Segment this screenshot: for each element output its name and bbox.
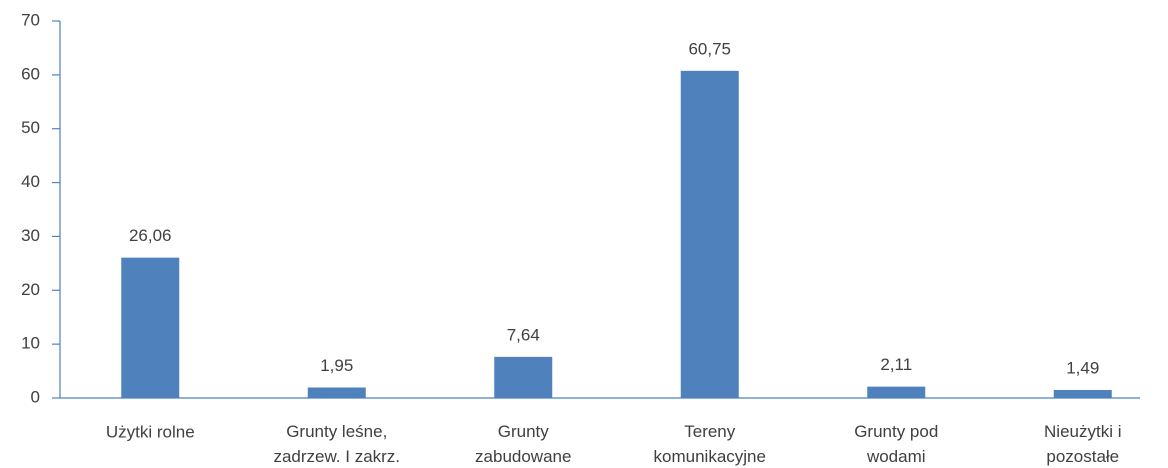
x-tick-label: Użytki rolne [106, 422, 195, 441]
data-label: 60,75 [688, 39, 731, 58]
data-label: 2,11 [880, 355, 912, 374]
y-tick-label: 70 [21, 10, 40, 29]
y-tick-label: 20 [21, 280, 40, 299]
y-tick-label: 0 [31, 387, 40, 406]
y-tick-label: 10 [21, 334, 40, 353]
y-tick-label: 40 [21, 172, 40, 191]
x-tick-label: Grunty zabudowane [475, 422, 571, 466]
bar [1053, 389, 1112, 398]
bar [307, 387, 366, 398]
x-tick-label: Tereny komunikacyjne [654, 422, 766, 466]
data-label: 26,06 [129, 226, 172, 245]
y-tick-label: 50 [21, 118, 40, 137]
bar [867, 386, 926, 398]
bar [494, 356, 553, 398]
data-label: 1,49 [1066, 358, 1099, 377]
y-tick-label: 60 [21, 64, 40, 83]
bar [121, 257, 180, 398]
x-tick-label: Nieużytki i pozostałe [1044, 422, 1121, 466]
data-label: 7,64 [507, 325, 540, 344]
y-tick-label: 30 [21, 226, 40, 245]
data-label: 1,95 [320, 356, 353, 375]
x-tick-label: Grunty pod wodami [854, 422, 938, 466]
bar [680, 70, 739, 398]
x-tick-label: Grunty leśne, zadrzew. I zakrz. [273, 422, 400, 466]
